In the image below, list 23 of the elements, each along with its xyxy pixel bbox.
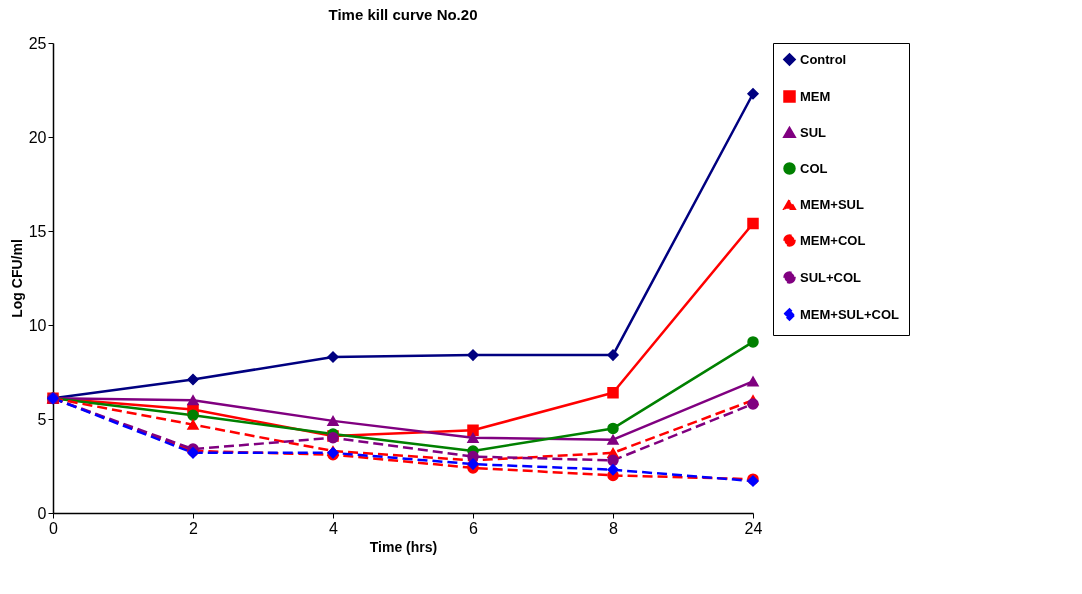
legend-label: SUL+COL: [800, 269, 862, 285]
y-tick-label: 5: [37, 410, 47, 428]
y-tick-label: 20: [28, 128, 47, 146]
x-tick-label: 6: [469, 519, 479, 537]
legend-label: SUL: [800, 124, 827, 140]
legend-label: MEM: [800, 88, 831, 104]
x-tick-label: 4: [329, 519, 339, 537]
y-tick-label: 10: [28, 316, 47, 334]
x-tick-label: 0: [49, 519, 59, 537]
legend-label: MEM+COL: [800, 232, 866, 248]
x-axis-title: Time (hrs): [369, 538, 438, 555]
legend-label: MEM+SUL+COL: [800, 306, 900, 322]
y-tick-label: 15: [28, 222, 47, 240]
x-tick-label: 8: [609, 519, 619, 537]
x-tick-label: 24: [744, 519, 763, 537]
y-tick-label: 0: [37, 504, 47, 522]
y-axis-title: Log CFU/ml: [8, 239, 25, 318]
legend-label: Control: [800, 51, 847, 67]
chart-title: Time kill curve No.20: [328, 6, 478, 23]
legend-label: MEM+SUL: [800, 196, 864, 212]
x-tick-label: 2: [189, 519, 199, 537]
legend-label: COL: [800, 160, 828, 176]
y-tick-label: 25: [28, 34, 47, 52]
